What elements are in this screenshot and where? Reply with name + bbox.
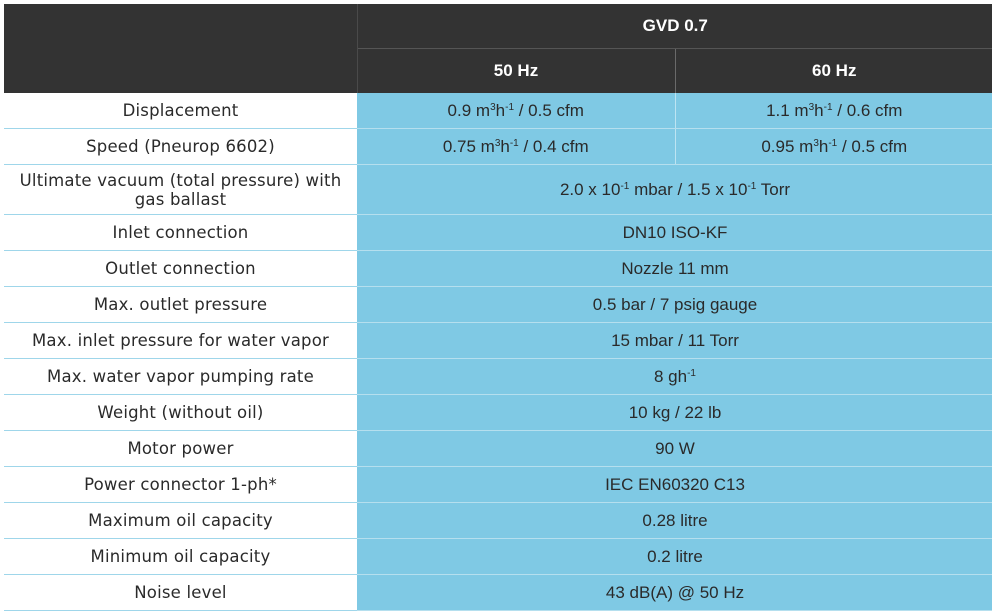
value-merged: 90 W: [357, 430, 992, 467]
row-label: Max. water vapor pumping rate: [4, 358, 357, 395]
table-row-inlet-connection: Inlet connection DN10 ISO-KF: [4, 214, 992, 251]
table-row-power-connector: Power connector 1-ph* IEC EN60320 C13: [4, 466, 992, 503]
value-merged: 2.0 x 10-1 mbar / 1.5 x 10-1 Torr: [357, 164, 992, 215]
value-50hz: 0.75 m3h-1 / 0.4 cfm: [357, 128, 676, 165]
value-merged: 8 gh-1: [357, 358, 992, 395]
table-row-max-inlet-pressure: Max. inlet pressure for water vapor 15 m…: [4, 322, 992, 359]
table-row-max-oil-capacity: Maximum oil capacity 0.28 litre: [4, 502, 992, 539]
header-blank-cell: [4, 4, 358, 93]
table-row-weight: Weight (without oil) 10 kg / 22 lb: [4, 394, 992, 431]
row-label: Outlet connection: [4, 250, 357, 287]
freq-60hz-header: 60 Hz: [675, 48, 992, 93]
value-merged: Nozzle 11 mm: [357, 250, 992, 287]
value-merged: IEC EN60320 C13: [357, 466, 992, 503]
row-label: Inlet connection: [4, 214, 357, 251]
value-merged: 0.28 litre: [357, 502, 992, 539]
row-label: Weight (without oil): [4, 394, 357, 431]
table-row-displacement: Displacement 0.9 m3h-1 / 0.5 cfm 1.1 m3h…: [4, 93, 992, 129]
row-label: Motor power: [4, 430, 357, 467]
row-label: Ultimate vacuum (total pressure) with ga…: [4, 164, 357, 215]
value-merged: 0.5 bar / 7 psig gauge: [357, 286, 992, 323]
value-merged: 15 mbar / 11 Torr: [357, 322, 992, 359]
freq-50hz-header: 50 Hz: [357, 48, 676, 93]
table-row-ultimate-vacuum: Ultimate vacuum (total pressure) with ga…: [4, 164, 992, 215]
row-label: Max. inlet pressure for water vapor: [4, 322, 357, 359]
row-label: Displacement: [4, 93, 357, 129]
row-label: Maximum oil capacity: [4, 502, 357, 539]
value-merged: 0.2 litre: [357, 538, 992, 575]
row-label: Speed (Pneurop 6602): [4, 128, 357, 165]
row-label: Noise level: [4, 574, 357, 611]
row-label: Max. outlet pressure: [4, 286, 357, 323]
value-merged: 10 kg / 22 lb: [357, 394, 992, 431]
specification-table: GVD 0.7 50 Hz 60 Hz Displacement 0.9 m3h…: [4, 4, 992, 611]
value-merged: DN10 ISO-KF: [357, 214, 992, 251]
table-row-noise-level: Noise level 43 dB(A) @ 50 Hz: [4, 574, 992, 611]
table-row-min-oil-capacity: Minimum oil capacity 0.2 litre: [4, 538, 992, 575]
value-60hz: 1.1 m3h-1 / 0.6 cfm: [675, 93, 992, 129]
row-label: Power connector 1-ph*: [4, 466, 357, 503]
table-row-outlet-connection: Outlet connection Nozzle 11 mm: [4, 250, 992, 287]
table-row-speed: Speed (Pneurop 6602) 0.75 m3h-1 / 0.4 cf…: [4, 128, 992, 165]
value-50hz: 0.9 m3h-1 / 0.5 cfm: [357, 93, 676, 129]
table-row-motor-power: Motor power 90 W: [4, 430, 992, 467]
value-merged: 43 dB(A) @ 50 Hz: [357, 574, 992, 611]
table-row-max-outlet-pressure: Max. outlet pressure 0.5 bar / 7 psig ga…: [4, 286, 992, 323]
value-60hz: 0.95 m3h-1 / 0.5 cfm: [675, 128, 992, 165]
model-header: GVD 0.7: [357, 4, 992, 49]
row-label: Minimum oil capacity: [4, 538, 357, 575]
table-row-max-water-vapor-rate: Max. water vapor pumping rate 8 gh-1: [4, 358, 992, 395]
